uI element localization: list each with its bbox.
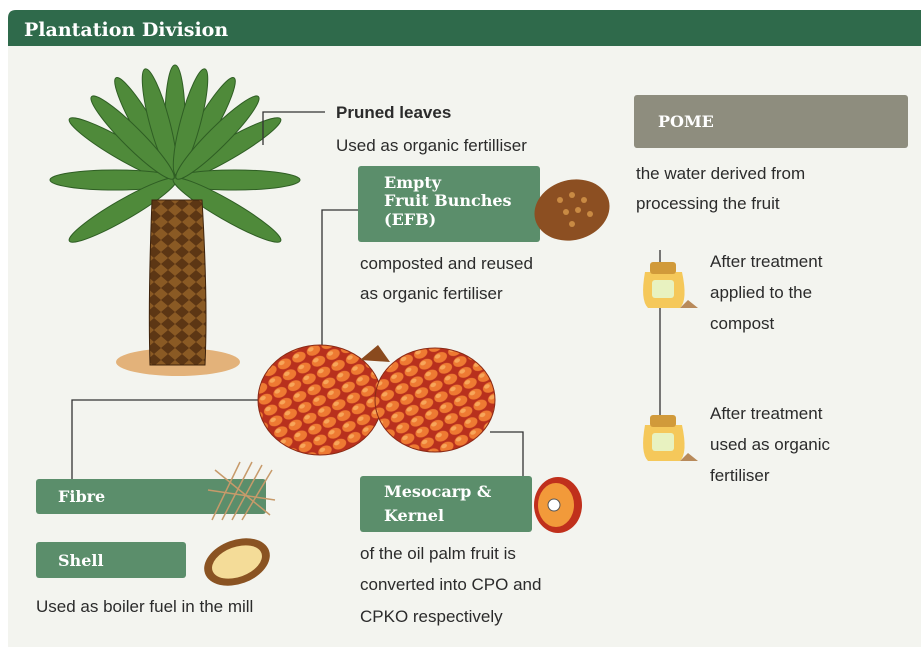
- mesocarp-description: converted into CPO and: [360, 576, 541, 593]
- efb-label: Fruit Bunches: [384, 193, 512, 209]
- pome-description: the water derived from: [636, 165, 805, 182]
- efb-label: Empty: [384, 175, 441, 191]
- pruned-leaves-description: Used as organic fertilliser: [336, 137, 527, 154]
- mesocarp-label: Kernel: [384, 508, 444, 524]
- kernel-icon: [534, 477, 582, 533]
- pome-step-text: used as organic: [710, 436, 830, 453]
- efb-description: composted and reused: [360, 255, 533, 272]
- shell-label: Shell: [58, 553, 104, 569]
- pome-label: POME: [658, 114, 714, 130]
- pome-step-text: compost: [710, 315, 774, 332]
- pome-description: processing the fruit: [636, 195, 780, 212]
- fibre-label: Fibre: [58, 489, 105, 505]
- pome-step-text: After treatment: [710, 405, 822, 422]
- pome-step-text: fertiliser: [710, 467, 770, 484]
- mesocarp-description: CPKO respectively: [360, 608, 503, 625]
- efb-label: (EFB): [384, 212, 436, 228]
- pome-step-text: After treatment: [710, 253, 822, 270]
- fibre-shell-description: Used as boiler fuel in the mill: [36, 598, 253, 615]
- page: Plantation Division Pruned leaves Used a…: [0, 0, 921, 657]
- efb-description: as organic fertiliser: [360, 285, 503, 302]
- mesocarp-label: Mesocarp &: [384, 484, 491, 500]
- pome-step-text: applied to the: [710, 284, 812, 301]
- pruned-leaves-title: Pruned leaves: [336, 104, 451, 121]
- mesocarp-description: of the oil palm fruit is: [360, 545, 516, 562]
- header-title: Plantation Division: [24, 21, 228, 40]
